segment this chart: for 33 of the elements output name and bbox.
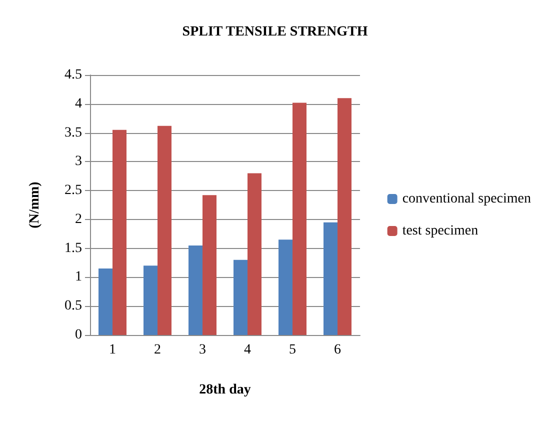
bar: [158, 126, 172, 335]
y-tick-label: 2.5: [64, 183, 82, 198]
chart-title: SPLIT TENSILE STRENGTH: [182, 24, 368, 40]
y-tick-label: 4.5: [64, 68, 82, 82]
bar: [234, 260, 248, 335]
bar: [292, 102, 306, 335]
bar: [144, 266, 158, 335]
x-tick-label: 4: [244, 342, 251, 358]
bar: [278, 240, 292, 335]
y-tick-label: 1.5: [64, 240, 82, 256]
bar: [98, 268, 112, 335]
bar: [248, 173, 262, 335]
x-tick-label: 6: [334, 342, 341, 358]
y-tick-label: 3: [75, 154, 82, 170]
bar: [338, 98, 352, 335]
x-tick-label: 3: [199, 342, 206, 358]
y-tick-label: 0: [75, 328, 82, 342]
bar: [112, 130, 126, 335]
bar: [324, 222, 338, 335]
x-tick-label: 1: [109, 342, 116, 358]
x-axis-title: 28th day: [199, 382, 251, 398]
y-tick-label: 4: [75, 96, 82, 112]
y-axis-title: (N/mm): [28, 181, 42, 228]
y-tick-label: 0.5: [64, 298, 82, 314]
x-tick-label: 5: [289, 342, 296, 358]
bar: [188, 245, 202, 335]
legend-label: conventional specimen: [402, 192, 532, 206]
bar: [202, 195, 216, 335]
y-tick-label: 2: [75, 212, 82, 227]
y-tick-label: 3.5: [64, 125, 82, 140]
y-tick-label: 1: [75, 270, 82, 285]
x-tick-label: 2: [154, 342, 161, 358]
legend-label: test specimen: [402, 224, 478, 238]
